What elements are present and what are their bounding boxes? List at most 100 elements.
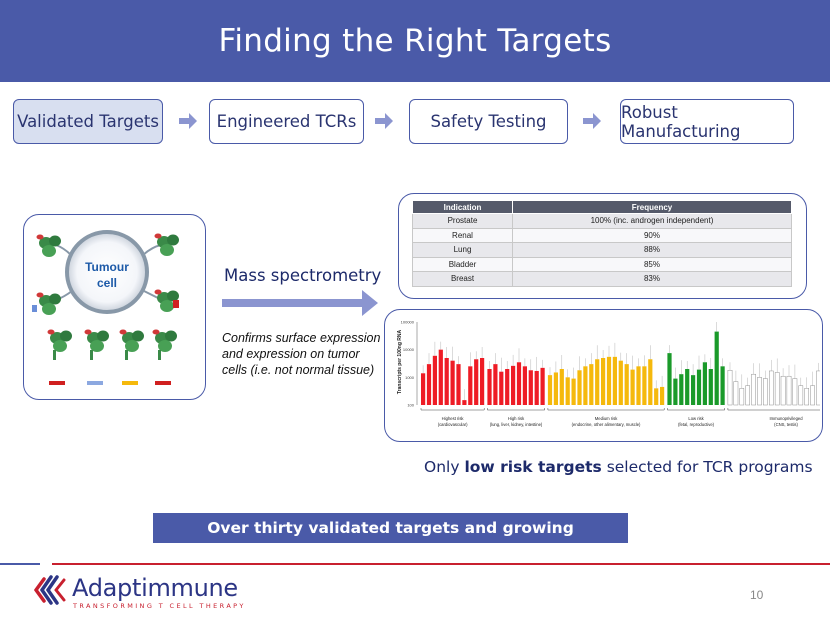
chart-bar — [474, 359, 479, 405]
chart-group-bracket — [547, 408, 665, 411]
chart-bar — [426, 364, 432, 405]
chart-group-label: Low risk — [688, 416, 704, 421]
table-cell: 85% — [512, 256, 792, 272]
chart-bar — [583, 366, 588, 405]
chart-bar — [630, 369, 635, 405]
table-cell: Prostate — [412, 213, 513, 229]
summary-banner-text: Over thirty validated targets and growin… — [207, 519, 574, 537]
mhc-molecule-icon — [36, 234, 61, 257]
chart-bar — [618, 360, 623, 405]
chart-bar — [505, 369, 510, 405]
page-title: Finding the Right Targets — [218, 23, 612, 59]
chart-bar — [780, 375, 786, 406]
low-risk-suffix: selected for TCR programs — [601, 458, 813, 476]
chart-bar — [727, 370, 733, 406]
peptide-red — [49, 381, 65, 385]
chart-bar — [696, 369, 702, 405]
chart-bar — [462, 400, 467, 405]
chart-bar — [774, 372, 780, 406]
chart-bar — [745, 385, 751, 406]
chart-bar — [660, 386, 665, 405]
chart-bar — [769, 370, 774, 406]
step-arrow-icon — [583, 113, 601, 129]
chart-bar — [553, 372, 558, 405]
chart-group-bracket — [487, 408, 545, 411]
step-engineered-tcrs[interactable]: Engineered TCRs — [209, 99, 364, 144]
chart-y-label: Transcripts per 100ng RNA — [397, 330, 403, 395]
company-tagline: TRANSFORMING T CELL THERAPY — [73, 602, 246, 610]
chart-bar — [702, 362, 707, 405]
step-robust-manufacturing[interactable]: Robust Manufacturing — [620, 99, 794, 144]
chart-group-label: Immunoprivileged — [770, 416, 804, 421]
cell-label-line1: Tumour — [85, 260, 129, 274]
table-cell: Breast — [412, 271, 513, 287]
chart-bar — [739, 388, 745, 406]
chart-group-label: (CNS, testis) — [774, 422, 798, 427]
cell-label-line2: cell — [97, 276, 117, 290]
chart-bar — [480, 357, 485, 405]
page-number: 10 — [750, 588, 764, 602]
step-label: Robust Manufacturing — [621, 102, 741, 141]
chart-bar — [636, 366, 641, 405]
chart-bar — [499, 371, 504, 405]
step-label: Engineered TCRs — [216, 112, 357, 131]
chart-group-label: Highest risk — [442, 416, 465, 421]
step-arrow-icon — [375, 113, 393, 129]
frequency-table: Indication Frequency Prostate 100% (inc. … — [412, 200, 792, 287]
table-cell: 100% (inc. androgen independent) — [512, 213, 792, 229]
chart-bar — [786, 375, 792, 406]
chart-bar — [540, 367, 545, 405]
chart-bar — [493, 364, 498, 405]
chart-bar — [624, 364, 629, 405]
chart-group-bracket — [420, 408, 485, 411]
summary-banner: Over thirty validated targets and growin… — [153, 513, 628, 543]
chart-bar — [421, 373, 426, 405]
chart-bar — [595, 359, 600, 405]
peptide-mhc-icon — [47, 329, 72, 360]
chart-bar — [648, 359, 653, 405]
table-cell: 90% — [512, 227, 792, 243]
table-row: Lung 88% — [412, 242, 792, 258]
chart-group-label: (lung, liver, kidney, intestine) — [490, 422, 543, 427]
chart-bar — [679, 374, 684, 405]
step-label: Safety Testing — [430, 112, 547, 131]
peptide-yellow — [122, 381, 138, 385]
mhc-molecule-icon — [154, 233, 179, 256]
chart-bar — [516, 362, 522, 405]
step-safety-testing[interactable]: Safety Testing — [409, 99, 568, 144]
chart-y-tick: 1000 — [405, 375, 415, 380]
peptide-mhc-icon — [119, 329, 144, 360]
company-name: Adaptimmune — [72, 574, 238, 602]
chart-bar — [642, 366, 647, 405]
table-header: Frequency — [512, 200, 792, 214]
chart-bar — [528, 370, 533, 405]
peptide-mhc-icon — [84, 329, 109, 360]
chart-bar — [763, 378, 768, 406]
table-header: Indication — [412, 200, 513, 214]
chart-bar — [511, 365, 516, 405]
peptide-red — [155, 381, 171, 385]
chart-group-label: (endocrine, other alimentary, muscle) — [572, 422, 641, 427]
footer-divider-red — [52, 563, 830, 565]
peptide-blue — [87, 381, 103, 385]
low-risk-prefix: Only — [424, 458, 465, 476]
table-row: Renal 90% — [412, 227, 792, 243]
chart-bar — [589, 364, 594, 405]
step-arrow-icon — [179, 113, 197, 129]
low-risk-statement: Only low risk targets selected for TCR p… — [424, 458, 813, 476]
chart-group-bracket — [667, 408, 725, 411]
chart-bar — [654, 388, 659, 405]
chart-bar — [468, 366, 473, 405]
chart-bar — [577, 370, 582, 405]
chart-bar — [816, 370, 820, 406]
step-validated-targets[interactable]: Validated Targets — [13, 99, 163, 144]
chart-bar — [804, 388, 810, 406]
table-cell: 88% — [512, 242, 792, 258]
tumour-cell-diagram: Tumour cell — [32, 230, 179, 385]
chart-group-label: Medium risk — [595, 416, 618, 421]
chart-bar — [522, 366, 527, 405]
chart-bar — [673, 378, 678, 405]
chart-bar — [667, 353, 672, 405]
mhc-molecule-icon — [154, 289, 179, 312]
chart-bar — [612, 356, 617, 405]
